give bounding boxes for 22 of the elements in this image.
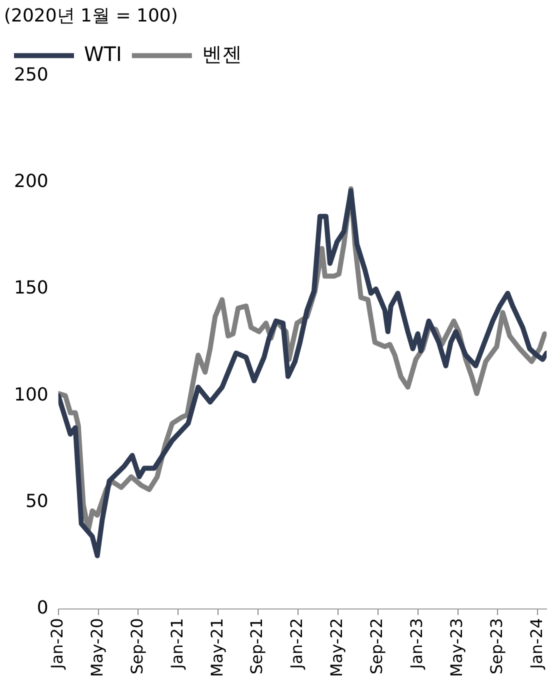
- y-tick-label: 100: [14, 384, 48, 406]
- y-tick-label: 150: [14, 278, 48, 299]
- y-tick-label: 50: [25, 491, 48, 512]
- x-tick-label: Jan-23: [406, 618, 426, 670]
- legend-label: WTI: [84, 42, 122, 66]
- legend-label: 벤젠: [202, 42, 242, 66]
- y-tick-label: 0: [36, 598, 48, 619]
- y-tick-label: 200: [14, 170, 48, 192]
- x-tick-label: May-21: [207, 618, 226, 678]
- x-tick-label: Sep-23: [486, 618, 506, 674]
- y-tick-label: 250: [14, 64, 48, 86]
- x-tick-label: May-22: [327, 618, 346, 678]
- x-tick-label: Sep-21: [247, 618, 266, 674]
- x-tick-label: Sep-20: [127, 618, 146, 674]
- x-tick-label: Jan-21: [167, 618, 186, 670]
- x-tick-label: May-23: [446, 618, 466, 678]
- x-tick-label: Jan-20: [48, 618, 67, 670]
- x-tick-label: Jan-22: [287, 618, 306, 670]
- x-tick-label: May-20: [87, 618, 106, 678]
- x-tick-label: Sep-22: [367, 618, 386, 674]
- x-tick-label: Jan-24: [526, 618, 546, 670]
- chart-title: (2020년 1월 = 100): [4, 5, 178, 26]
